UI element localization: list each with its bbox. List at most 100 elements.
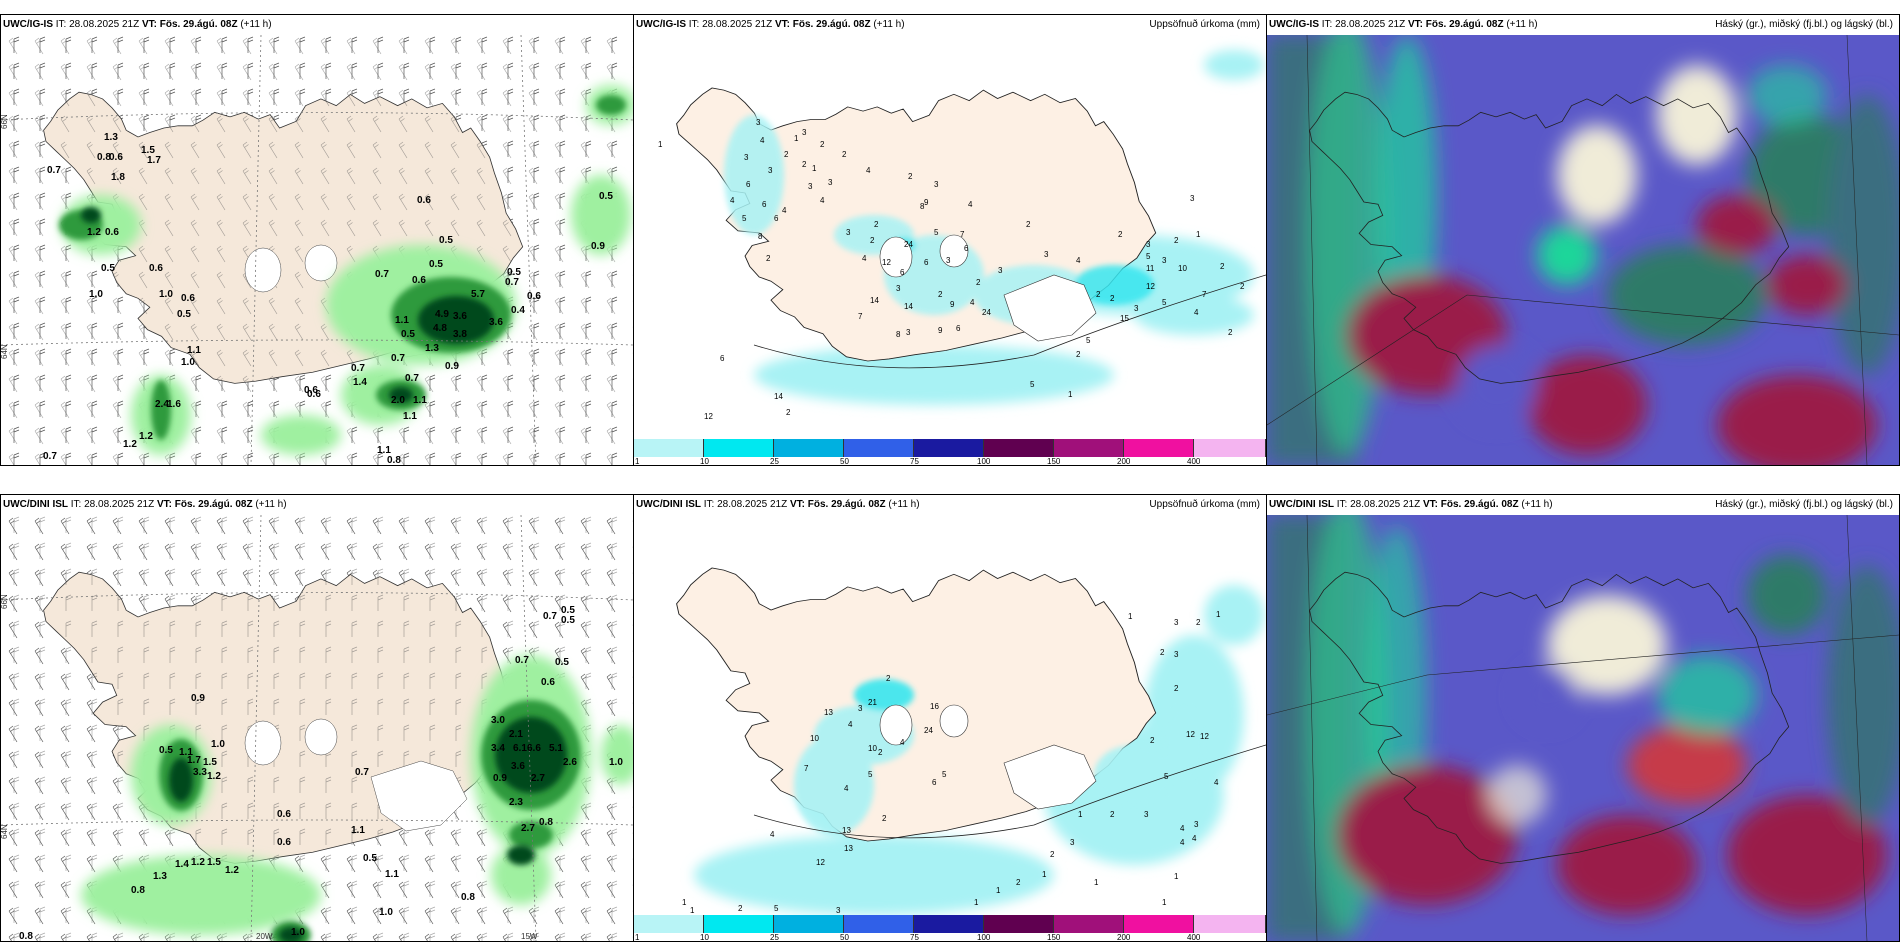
precip-value: 2 (1150, 736, 1155, 745)
precip-value: 0.6 (304, 385, 318, 396)
precip-value: 2 (784, 150, 789, 159)
colorbar-swatch (914, 439, 984, 457)
precip-value: 3 (802, 128, 807, 137)
precip-value: 2.0 (391, 395, 405, 406)
precip-value: 0.8 (387, 455, 401, 465)
precip-value: 3.0 (491, 715, 505, 726)
precip-value: 0.6 (417, 195, 431, 206)
precip-value: 7 (858, 312, 863, 321)
precip-value: 8 (896, 330, 901, 339)
precip-value: 3 (836, 906, 841, 915)
precip-value: 0.6 (109, 152, 123, 163)
precip-value: 1.3 (425, 343, 439, 354)
precip-value: 1.1 (179, 747, 193, 758)
precip-value: 5 (1164, 772, 1169, 781)
precip-value: 2.4 (155, 399, 169, 410)
colorbar-swatch (774, 439, 844, 457)
precip-value: 2 (878, 748, 883, 757)
precip-value: 0.5 (439, 235, 453, 246)
precip-value: 0.9 (191, 693, 205, 704)
init-time: IT: 28.08.2025 21Z (1336, 499, 1421, 510)
precip-value: 2 (882, 814, 887, 823)
precip-value: 11 (1146, 264, 1155, 273)
panel-subtitle: Uppsöfnuð úrkoma (mm) (1149, 499, 1260, 510)
colorbar-tick: 75 (910, 457, 919, 466)
precip-value: 1 (690, 906, 695, 915)
precip-value: 1.5 (141, 145, 155, 156)
colorbar-tick: 150 (1047, 457, 1061, 466)
lead-time: (+11 h) (888, 499, 920, 510)
precip-value: 0.6 (181, 293, 195, 304)
precip-value: 1.1 (403, 411, 417, 422)
precip-value: 6 (720, 354, 725, 363)
colorbar-tick: 25 (770, 457, 779, 466)
precip-value: 0.7 (505, 277, 519, 288)
precip-value: 5 (742, 214, 747, 223)
precip-value: 3 (1144, 810, 1149, 819)
precip-value: 2 (1174, 684, 1179, 693)
precip-value: 0.6 (527, 291, 541, 302)
precip-value: 1 (1068, 390, 1073, 399)
precip-value: 2.6 (563, 757, 577, 768)
model-name: UWC/IG-IS (1269, 19, 1319, 30)
precip-value: 2 (1110, 810, 1115, 819)
precip-value: 2 (1220, 262, 1225, 271)
precip-value: 1 (1078, 810, 1083, 819)
colorbar-swatch (984, 915, 1054, 933)
colorbar-tick: 150 (1047, 933, 1061, 942)
precip-value: 0.7 (543, 611, 557, 622)
precip-value: 1.7 (147, 155, 161, 166)
colorbar-swatch (914, 915, 984, 933)
colorbar-swatch (1194, 439, 1266, 457)
precip-value: 1 (658, 140, 663, 149)
precip-value: 0.4 (511, 305, 525, 316)
precip-value: 4 (1180, 838, 1185, 847)
precip-value: 1.6 (167, 399, 181, 410)
colorbar-tick: 200 (1117, 933, 1131, 942)
precip-value: 2 (1096, 290, 1101, 299)
precip-value: 0.9 (493, 773, 507, 784)
precip-value: 2 (1076, 350, 1081, 359)
precip-value: 0.6 (307, 389, 321, 400)
panel-header: UWC/DINI ISL IT: 28.08.2025 21Z VT: Fös.… (634, 495, 1266, 515)
precip-value: 3 (906, 328, 911, 337)
precip-value: 0.7 (405, 373, 419, 384)
precip-value: 1 (1094, 878, 1099, 887)
precip-value: 24 (904, 240, 913, 249)
panel-subtitle: Uppsöfnuð úrkoma (mm) (1149, 19, 1260, 30)
precip-value: 2 (820, 140, 825, 149)
precip-value: 3 (756, 118, 761, 127)
precip-value: 6 (774, 214, 779, 223)
precip-value: 0.6 (277, 809, 291, 820)
cloud-map (1267, 35, 1899, 465)
precip-value: 21 (868, 698, 877, 707)
precip-value: 12 (1186, 730, 1195, 739)
panel-dini-precip: UWC/DINI ISL IT: 28.08.2025 21Z VT: Fös.… (633, 494, 1267, 942)
colorbar-swatch (844, 439, 914, 457)
colorbar-swatch (704, 439, 774, 457)
valid-label: VT: (1422, 499, 1438, 510)
precip-value: 2 (1016, 878, 1021, 887)
panel-ig-cloud: UWC/IG-IS IT: 28.08.2025 21Z VT: Fös. 29… (1266, 14, 1900, 466)
precip-value: 13 (844, 844, 853, 853)
precip-value: 13 (824, 708, 833, 717)
precip-value: 1.1 (395, 315, 409, 326)
valid-label: VT: (774, 19, 790, 30)
lat-label: 66N (1, 114, 9, 129)
precip-value: 5 (942, 770, 947, 779)
precip-value: 2 (1026, 220, 1031, 229)
precip-value: 6 (932, 778, 937, 787)
precip-value: 0.7 (391, 353, 405, 364)
precip-value: 5.7 (471, 289, 485, 300)
precip-map: 1 1 2 5 3 12 13 4 10 13 2 7 16 21 24 4 1… (676, 567, 1266, 915)
precip-value: 5.1 (549, 743, 563, 754)
precip-value: 5 (774, 904, 779, 913)
precip-value: 5 (1086, 336, 1091, 345)
precip-value: 8 (758, 232, 763, 241)
init-time: IT: 28.08.2025 21Z (1321, 19, 1406, 30)
model-name: UWC/IG-IS (3, 19, 53, 30)
precip-value: 0.6 (105, 227, 119, 238)
precip-value: 5 (1030, 380, 1035, 389)
precip-value: 2 (886, 674, 891, 683)
model-name: UWC/DINI ISL (1269, 499, 1334, 510)
